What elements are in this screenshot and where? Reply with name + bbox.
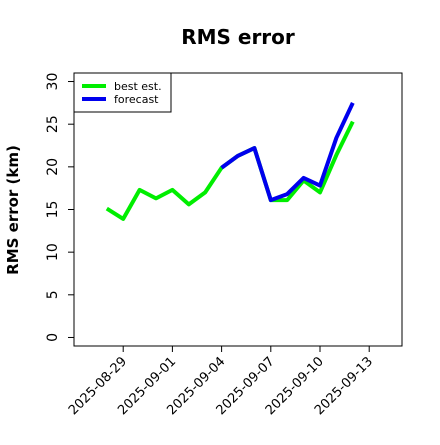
y-tick-label: 30 (45, 73, 61, 91)
y-tick-label: 0 (45, 333, 61, 342)
y-tick-label: 10 (45, 243, 61, 261)
y-tick-label: 20 (45, 158, 61, 176)
series-line-0 (105, 120, 355, 221)
series-line-1 (220, 102, 355, 203)
y-tick-label: 25 (45, 115, 61, 133)
legend-box (73, 72, 172, 113)
plot-area: 0510152025302025-08-292025-09-012025-09-… (45, 72, 403, 418)
y-axis-label: RMS error (km) (4, 145, 22, 275)
legend-label-0: best est. (114, 80, 162, 93)
chart-title: RMS error (181, 25, 295, 49)
legend-label-1: forecast (114, 93, 159, 106)
plot-frame (73, 72, 403, 347)
y-tick-label: 15 (45, 201, 61, 219)
y-tick-label: 5 (45, 290, 61, 299)
